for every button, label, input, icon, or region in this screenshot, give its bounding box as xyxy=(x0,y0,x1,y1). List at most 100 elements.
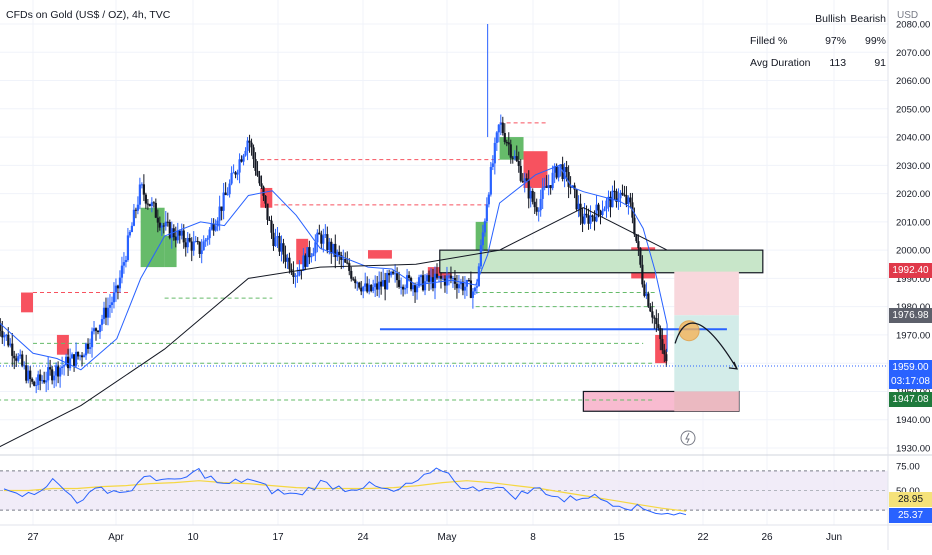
candle-bearish xyxy=(66,356,70,369)
candle-bearish xyxy=(188,237,191,242)
candle-bearish xyxy=(623,194,626,196)
price-tag-upper: 1992.40 xyxy=(889,263,932,278)
candle-bullish xyxy=(140,184,143,186)
candle-bearish xyxy=(256,170,259,176)
candle-bearish xyxy=(455,283,459,289)
candle-bearish xyxy=(94,328,98,331)
candle-bullish xyxy=(5,334,8,336)
candle-bullish xyxy=(70,354,74,359)
candle-bullish xyxy=(238,159,241,173)
candle-bearish xyxy=(284,254,287,262)
candle-bearish xyxy=(392,271,395,274)
y-tick-label: 1940.00 xyxy=(896,415,930,426)
x-tick-label: Jun xyxy=(826,532,842,543)
candle-bearish xyxy=(599,210,602,216)
candle-bullish xyxy=(485,204,488,222)
candle-bullish xyxy=(425,275,429,282)
event-marker-icon[interactable] xyxy=(680,430,696,446)
candle-bullish xyxy=(547,185,550,188)
candle-bullish xyxy=(286,257,289,262)
candle-bullish xyxy=(208,229,211,239)
candle-bearish xyxy=(13,355,16,359)
candle-bullish xyxy=(543,186,546,188)
candle-bullish xyxy=(437,276,441,278)
candle-bearish xyxy=(579,203,582,217)
candle-bullish xyxy=(415,286,419,293)
x-tick-label: Apr xyxy=(108,532,124,543)
candle-bearish xyxy=(519,165,522,181)
x-tick-label: 8 xyxy=(530,532,536,543)
candle-bearish xyxy=(264,195,267,204)
candle-bearish xyxy=(270,220,273,233)
y-tick-label: 1990.00 xyxy=(896,274,930,285)
price-tag-support: 1947.08 xyxy=(889,392,932,407)
fvg-bearish xyxy=(655,334,668,364)
candle-bullish xyxy=(403,287,407,290)
stats-row-bear: 99% xyxy=(864,35,886,47)
candle-bullish xyxy=(126,235,130,261)
candle-bullish xyxy=(386,273,389,290)
candle-bearish xyxy=(525,178,528,181)
candle-bullish xyxy=(497,124,500,133)
candle-bullish xyxy=(489,166,492,195)
currency-label: USD xyxy=(897,10,919,21)
highlight-circle xyxy=(678,320,700,342)
stats-row-bear: 91 xyxy=(874,57,886,69)
candle-bearish xyxy=(31,379,34,382)
candle-bearish xyxy=(51,369,54,381)
projection-arrow xyxy=(674,322,738,370)
candle-bullish xyxy=(483,221,486,233)
candle-bullish xyxy=(186,237,189,248)
candle-bullish xyxy=(495,132,498,143)
candle-bullish xyxy=(306,247,309,267)
candle-bearish xyxy=(531,190,534,202)
candle-bearish xyxy=(469,280,472,298)
y-tick-label: 1930.00 xyxy=(896,444,930,455)
candle-bullish xyxy=(451,277,455,279)
fvg-bearish xyxy=(523,151,548,188)
price-tag-last: 1959.00 xyxy=(889,360,932,375)
candle-bullish xyxy=(47,367,50,381)
candle-bearish xyxy=(505,141,508,143)
candle-bearish xyxy=(224,192,227,195)
candle-bearish xyxy=(352,278,355,280)
candle-bullish xyxy=(88,347,92,349)
candle-bullish xyxy=(90,331,94,348)
candle-bullish xyxy=(242,155,245,162)
candle-bullish xyxy=(132,209,135,226)
position-target-overlap xyxy=(674,391,739,412)
candle-bullish xyxy=(150,202,153,206)
y-tick-label: 1980.00 xyxy=(896,302,930,313)
candle-bearish xyxy=(585,213,588,216)
candle-bearish xyxy=(360,287,363,292)
candle-bullish xyxy=(463,286,467,291)
lightning-icon xyxy=(685,432,690,444)
candle-bullish xyxy=(332,243,335,254)
candle-bullish xyxy=(627,197,630,205)
candle-bullish xyxy=(595,204,598,222)
candle-bullish xyxy=(84,343,88,356)
y-tick-label: 2050.00 xyxy=(896,104,930,115)
candle-bearish xyxy=(443,278,447,286)
candle-bearish xyxy=(591,215,594,217)
candle-bearish xyxy=(198,241,201,254)
candle-bearish xyxy=(158,222,161,228)
countdown-tag: 03:17:08 xyxy=(889,374,932,389)
candle-bearish xyxy=(545,186,548,188)
stats-col-bearish: Bearish xyxy=(850,13,886,25)
candle-bearish xyxy=(621,192,624,195)
candle-bearish xyxy=(144,194,147,204)
candle-bearish xyxy=(184,242,187,248)
candle-bullish xyxy=(120,265,124,278)
rsi-ma-line xyxy=(4,480,687,512)
candle-bullish xyxy=(214,226,217,231)
candle-bullish xyxy=(138,184,141,205)
candle-bullish xyxy=(17,356,20,361)
candle-bullish xyxy=(294,275,297,277)
rsi-ma-tag: 28.95 xyxy=(889,492,932,507)
candle-bullish xyxy=(19,354,22,357)
candle-bearish xyxy=(625,195,628,205)
